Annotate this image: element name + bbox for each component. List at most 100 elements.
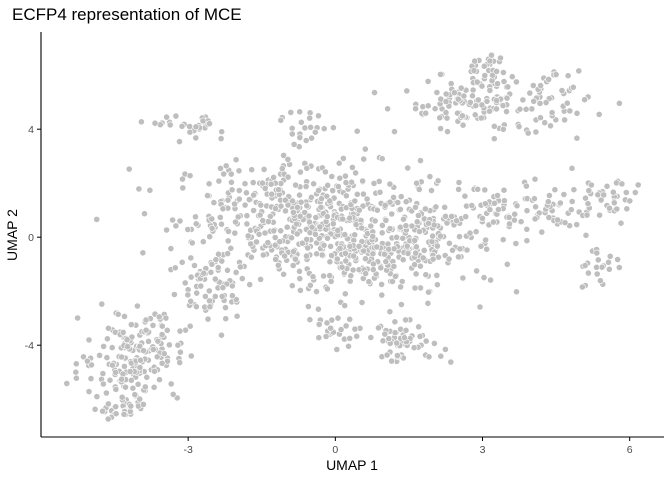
scatter-point xyxy=(393,339,401,347)
scatter-point xyxy=(634,181,642,189)
scatter-point xyxy=(106,376,114,384)
scatter-point xyxy=(304,303,312,310)
scatter-point xyxy=(341,302,349,309)
scatter-point xyxy=(112,368,119,376)
scatter-point xyxy=(176,348,184,356)
scatter-point xyxy=(391,272,399,280)
scatter-point xyxy=(526,89,534,97)
scatter-point xyxy=(347,272,355,280)
scatter-point xyxy=(200,269,208,277)
scatter-point xyxy=(222,162,230,170)
scatter-point xyxy=(483,245,491,253)
scatter-point xyxy=(360,155,368,163)
scatter-point xyxy=(214,264,222,271)
scatter-point xyxy=(326,272,334,279)
scatter-point xyxy=(100,380,107,388)
scatter-point xyxy=(326,197,334,205)
scatter-point xyxy=(420,246,428,254)
scatter-point xyxy=(416,332,424,340)
scatter-point xyxy=(170,291,178,298)
scatter-point xyxy=(561,116,568,124)
scatter-point xyxy=(386,308,394,316)
scatter-point xyxy=(617,219,625,227)
x-tick-label: 3 xyxy=(480,444,486,456)
scatter-point xyxy=(329,187,337,194)
scatter-point xyxy=(412,105,419,113)
scatter-point xyxy=(416,228,423,235)
scatter-point xyxy=(259,251,267,259)
scatter-point xyxy=(304,244,312,252)
scatter-point xyxy=(192,303,200,311)
scatter-point xyxy=(275,186,282,194)
scatter-point xyxy=(288,124,296,132)
scatter-point xyxy=(217,164,224,172)
scatter-point xyxy=(219,205,227,213)
scatter-point xyxy=(151,119,159,127)
scatter-point xyxy=(456,245,464,253)
scatter-point xyxy=(122,383,129,391)
scatter-point xyxy=(322,333,330,340)
scatter-point xyxy=(192,220,200,228)
scatter-point xyxy=(201,292,209,300)
scatter-point xyxy=(466,99,474,106)
scatter-point xyxy=(121,362,128,370)
scatter-point xyxy=(399,256,407,264)
scatter-point xyxy=(494,80,501,88)
scatter-point xyxy=(326,258,334,266)
scatter-point xyxy=(346,315,354,323)
scatter-point xyxy=(397,283,404,291)
scatter-point xyxy=(103,389,110,397)
scatter-point xyxy=(480,274,488,281)
scatter-point xyxy=(104,335,111,343)
scatter-point xyxy=(399,234,407,242)
scatter-point xyxy=(432,203,440,211)
scatter-point xyxy=(459,274,467,282)
scatter-point xyxy=(137,118,145,126)
scatter-point xyxy=(358,299,366,306)
scatter-point xyxy=(218,128,226,136)
scatter-point xyxy=(85,336,93,344)
scatter-point xyxy=(421,205,429,213)
scatter-point xyxy=(178,122,186,130)
scatter-point xyxy=(445,239,453,247)
scatter-point xyxy=(603,182,611,190)
scatter-point xyxy=(493,68,500,75)
scatter-point xyxy=(191,262,198,269)
scatter-point xyxy=(470,67,478,74)
scatter-point xyxy=(327,324,334,332)
scatter-point xyxy=(187,352,195,360)
scatter-point xyxy=(167,380,175,388)
scatter-point xyxy=(227,244,235,252)
scatter-point xyxy=(545,76,553,83)
scatter-point xyxy=(293,220,300,228)
scatter-point xyxy=(557,199,564,207)
scatter-point xyxy=(264,239,272,246)
scatter-point xyxy=(141,210,148,218)
scatter-point xyxy=(500,186,508,194)
scatter-point xyxy=(536,100,544,107)
scatter-point xyxy=(270,173,277,181)
scatter-point xyxy=(197,282,205,290)
scatter-point xyxy=(220,170,228,178)
scatter-point xyxy=(455,185,462,193)
scatter-point xyxy=(430,339,438,347)
scatter-point xyxy=(579,283,586,291)
scatter-point xyxy=(288,282,296,290)
scatter-point xyxy=(424,78,432,85)
scatter-point xyxy=(425,353,433,361)
scatter-point xyxy=(513,288,520,296)
scatter-point xyxy=(383,351,391,359)
y-tick-label: 0 xyxy=(28,232,34,244)
scatter-point xyxy=(320,125,328,133)
scatter-point xyxy=(393,233,400,241)
scatter-point xyxy=(292,181,299,189)
scatter-point xyxy=(581,262,589,269)
scatter-point xyxy=(404,250,412,257)
scatter-point xyxy=(367,334,375,341)
scatter-point xyxy=(594,191,602,199)
scatter-point xyxy=(597,277,604,285)
scatter-point xyxy=(348,178,355,186)
scatter-point xyxy=(307,193,315,201)
scatter-point xyxy=(429,232,436,240)
scatter-point xyxy=(156,376,163,384)
